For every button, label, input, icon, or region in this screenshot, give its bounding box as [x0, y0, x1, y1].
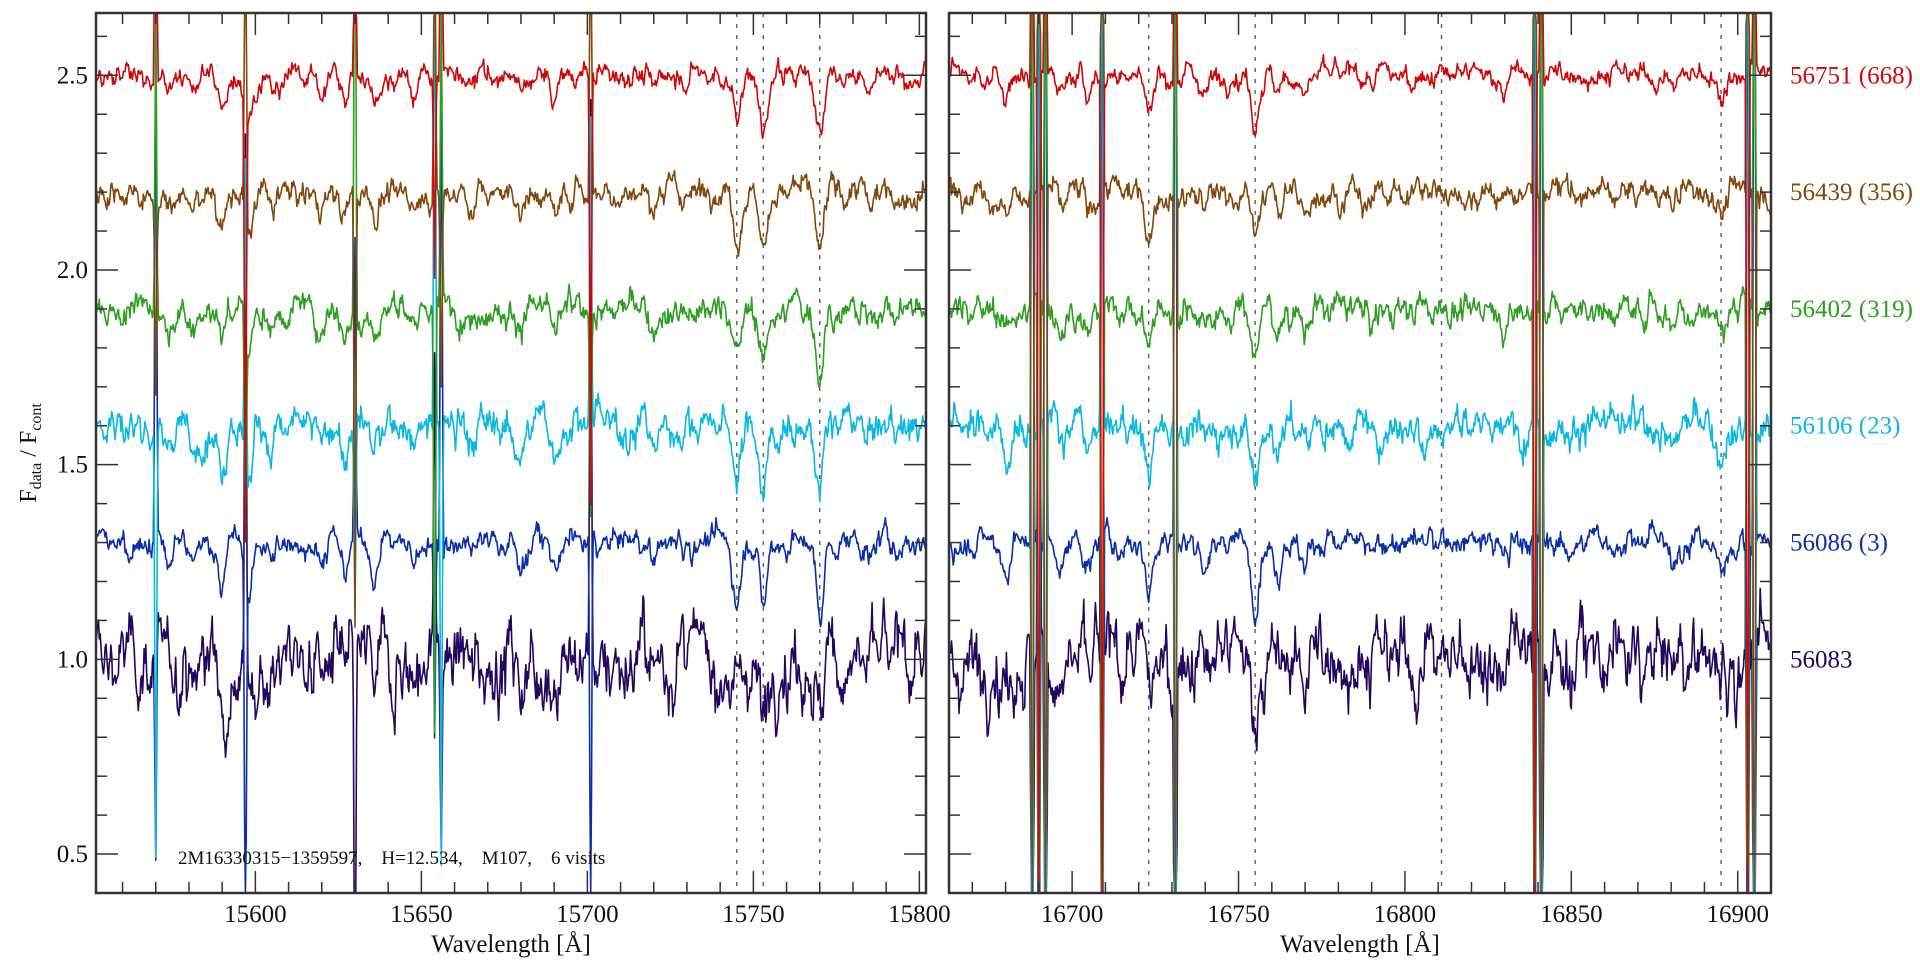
x-tick-label: 15600 [224, 901, 287, 928]
x-tick-label: 15800 [888, 901, 951, 928]
plot-frame [947, 11, 1773, 895]
x-tick-label: 16700 [1041, 901, 1104, 928]
x-tick-label: 16800 [1374, 901, 1437, 928]
y-tick-label: 2.0 [57, 257, 88, 284]
x-tick-label: 16850 [1540, 901, 1603, 928]
spectrum-line [949, 13, 1771, 893]
spectrum-line [96, 13, 926, 543]
y-tick-label: 2.5 [57, 62, 88, 89]
spectrum-line [949, 13, 1771, 893]
x-tick-label: 15750 [722, 901, 785, 928]
y-tick-label: 0.5 [57, 841, 88, 868]
spectrum-line [96, 98, 926, 893]
spectrum-line [96, 13, 926, 893]
x-axis-label-left: Wavelength [Å] [431, 931, 591, 958]
x-tick-label: 16750 [1207, 901, 1270, 928]
x-tick-label: 15700 [556, 901, 619, 928]
series-labels: 56751 (668) 56439 (356) 56402 (319) 56106 (… [1790, 62, 1913, 673]
x-tick-label: 16900 [1706, 901, 1769, 928]
y-tick-label: 1.5 [57, 452, 88, 479]
plot-frame [94, 11, 928, 895]
series-label: 56086 (3) [1790, 530, 1888, 557]
spectrum-line [96, 13, 926, 733]
series-label: 56083 [1790, 646, 1853, 673]
x-axis-label-right: Wavelength [Å] [1280, 931, 1440, 958]
spectrum-line [949, 13, 1771, 893]
x-tick-label: 15650 [390, 901, 453, 928]
series-label: 56439 (356) [1790, 179, 1913, 206]
spectrum-line [949, 13, 1771, 893]
series-label: 56751 (668) [1790, 62, 1913, 89]
y-label-sub-cont: cont [28, 403, 45, 431]
spectrum-line [96, 13, 926, 866]
left-panel: 15600 15650 15700 15750 15800 0.5 1.0 1.5 2.0 2.5 [57, 11, 951, 928]
spectrum-line [949, 13, 1771, 893]
spectrum-line [949, 13, 1771, 893]
series-label: 56106 (23) [1790, 413, 1900, 440]
plot-area [949, 13, 1771, 893]
right-panel: 16700 16750 16800 16850 16900 [947, 11, 1773, 928]
plot-area [96, 13, 926, 893]
spectrum-line [96, 13, 926, 629]
y-axis-label: Fdata / Fcont [16, 403, 45, 503]
y-tick-label: 1.0 [57, 646, 88, 673]
y-label-sub-data: data [28, 463, 45, 490]
star-annotation: 2M16330315−1359597, H=12.534, M107, 6 vi… [178, 848, 605, 869]
series-label: 56402 (319) [1790, 296, 1913, 323]
